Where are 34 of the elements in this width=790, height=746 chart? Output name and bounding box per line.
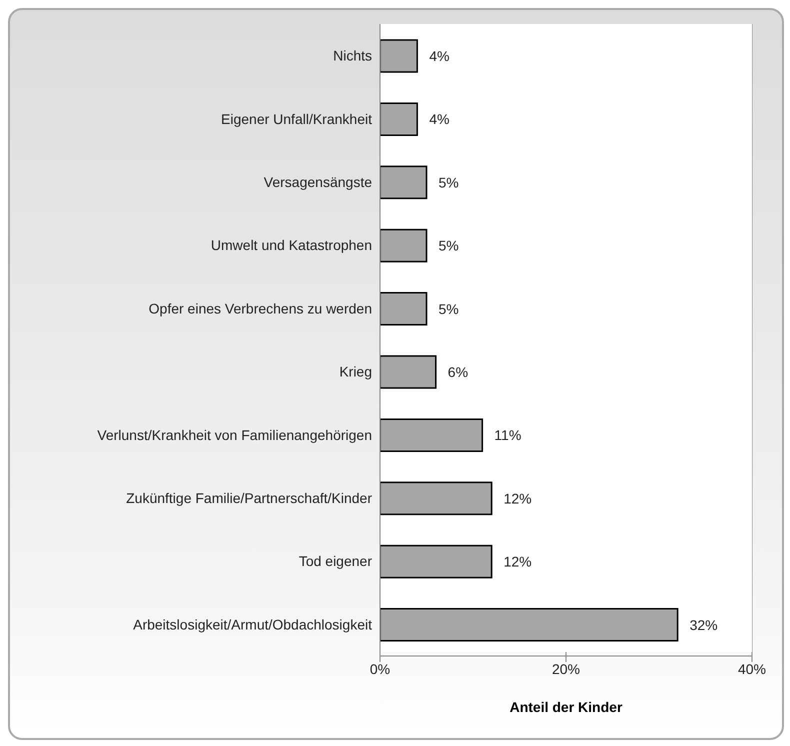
bar (380, 544, 492, 578)
x-tick-label: 20% (552, 660, 580, 677)
bar (380, 102, 418, 136)
data-label: 12% (504, 490, 532, 506)
data-label: 6% (448, 364, 468, 380)
bar (380, 608, 678, 642)
y-tick-label: Zukünftige Familie/Partnerschaft/Kinder (126, 490, 372, 506)
x-axis-title: Anteil der Kinder (510, 699, 623, 715)
y-tick-label: Versagensängste (264, 174, 372, 190)
data-label: 5% (438, 238, 459, 254)
data-label: 5% (438, 300, 459, 317)
bar (380, 482, 492, 516)
data-label: 11% (494, 427, 522, 444)
bar (380, 39, 418, 73)
x-tick-label: 40% (738, 660, 766, 677)
data-label: 32% (690, 616, 718, 633)
bar (380, 166, 428, 200)
y-tick-label: Arbeitslosigkeit/Armut/Obdachlosigkeit (133, 616, 372, 632)
bar (380, 228, 428, 262)
y-tick-label: Nichts (333, 48, 372, 64)
y-tick-label: Krieg (339, 364, 372, 380)
y-tick-label: Tod eigener (298, 553, 372, 570)
bar (380, 418, 484, 452)
bar (380, 355, 437, 389)
data-label: 4% (429, 48, 450, 64)
y-tick-label: Verlunst/Krankheit von Familienangehörigen (97, 426, 372, 443)
y-tick-label: Umwelt und Katastrophen (210, 237, 372, 254)
bar (380, 292, 428, 326)
data-label: 4% (429, 111, 450, 128)
data-label: 12% (504, 554, 532, 570)
y-tick-label: Eigener Unfall/Krankheit (221, 110, 372, 127)
y-tick-label: Opfer eines Verbrechens zu werden (148, 300, 372, 316)
x-tick-label: 0% (370, 660, 390, 677)
data-label: 5% (438, 174, 459, 190)
